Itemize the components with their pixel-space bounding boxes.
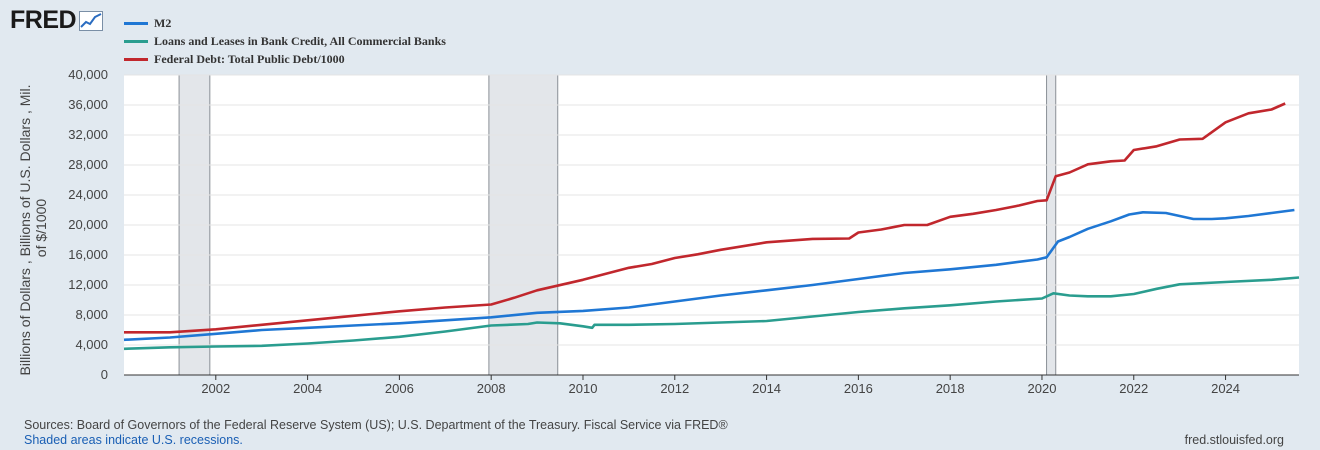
x-tick-label: 2004 — [293, 381, 322, 396]
fred-logo[interactable]: FRED — [10, 6, 104, 35]
fred-logo-text: FRED — [10, 6, 77, 34]
y-tick-label: 12,000 — [68, 277, 108, 292]
y-tick-label: 16,000 — [68, 247, 108, 262]
series-lines — [123, 102, 1300, 351]
y-tick-label: 24,000 — [68, 187, 108, 202]
y-tick-label: 20,000 — [68, 217, 108, 232]
legend-swatch-debt — [124, 57, 148, 61]
x-tick-label: 2018 — [936, 381, 965, 396]
y-axis: 0 4,000 8,000 12,000 16,000 20,000 24,000 28,00… — [68, 67, 108, 382]
series-line-2[interactable] — [124, 102, 1286, 334]
legend-label-debt: Federal Debt: Total Public Debt/1000 — [154, 51, 345, 66]
x-axis: 2002 2004 2006 2008 2010 2012 2014 2016 2018 2020… — [124, 374, 1299, 396]
chart-legend: M2 Loans and Leases in Bank Credit, All … — [124, 14, 446, 68]
grid-lines — [124, 74, 1299, 346]
y-axis-label-line-2: of $/1000 — [33, 199, 49, 258]
x-tick-label: 2016 — [844, 381, 873, 396]
y-tick-label: 36,000 — [68, 97, 108, 112]
x-tick-label: 2022 — [1119, 381, 1148, 396]
x-tick-label: 2010 — [569, 381, 598, 396]
legend-swatch-m2 — [124, 21, 148, 25]
y-tick-label: 0 — [101, 367, 108, 382]
x-tick-label: 2014 — [752, 381, 781, 396]
x-tick-label: 2024 — [1211, 381, 1240, 396]
y-tick-label: 40,000 — [68, 67, 108, 82]
y-axis-label-line-1: Billions of Dollars , Billions of U.S. D… — [17, 84, 33, 375]
y-tick-label: 4,000 — [75, 337, 108, 352]
legend-item-m2[interactable]: M2 — [124, 14, 446, 32]
x-tick-label: 2020 — [1028, 381, 1057, 396]
x-tick-label: 2012 — [660, 381, 689, 396]
site-link[interactable]: fred.stlouisfed.org — [1184, 433, 1284, 447]
recession-note-link[interactable]: Shaded areas indicate U.S. recessions. — [24, 433, 243, 447]
series-line-1[interactable] — [123, 276, 1300, 351]
legend-label-loans: Loans and Leases in Bank Credit, All Com… — [154, 33, 446, 48]
series-line-0[interactable] — [123, 208, 1295, 342]
y-axis-label: Billions of Dollars , Billions of U.S. D… — [17, 81, 49, 376]
x-tick-label: 2008 — [477, 381, 506, 396]
y-tick-label: 8,000 — [75, 307, 108, 322]
legend-item-debt[interactable]: Federal Debt: Total Public Debt/1000 — [124, 50, 446, 68]
legend-label-m2: M2 — [154, 15, 172, 30]
x-tick-label: 2002 — [201, 381, 230, 396]
line-chart-icon — [79, 10, 104, 31]
sources-text: Sources: Board of Governors of the Feder… — [24, 418, 728, 432]
y-tick-label: 32,000 — [68, 127, 108, 142]
footer-notes: Sources: Board of Governors of the Feder… — [24, 418, 728, 448]
legend-item-loans[interactable]: Loans and Leases in Bank Credit, All Com… — [124, 32, 446, 50]
legend-swatch-loans — [124, 39, 148, 43]
x-tick-label: 2006 — [385, 381, 414, 396]
y-tick-label: 28,000 — [68, 157, 108, 172]
